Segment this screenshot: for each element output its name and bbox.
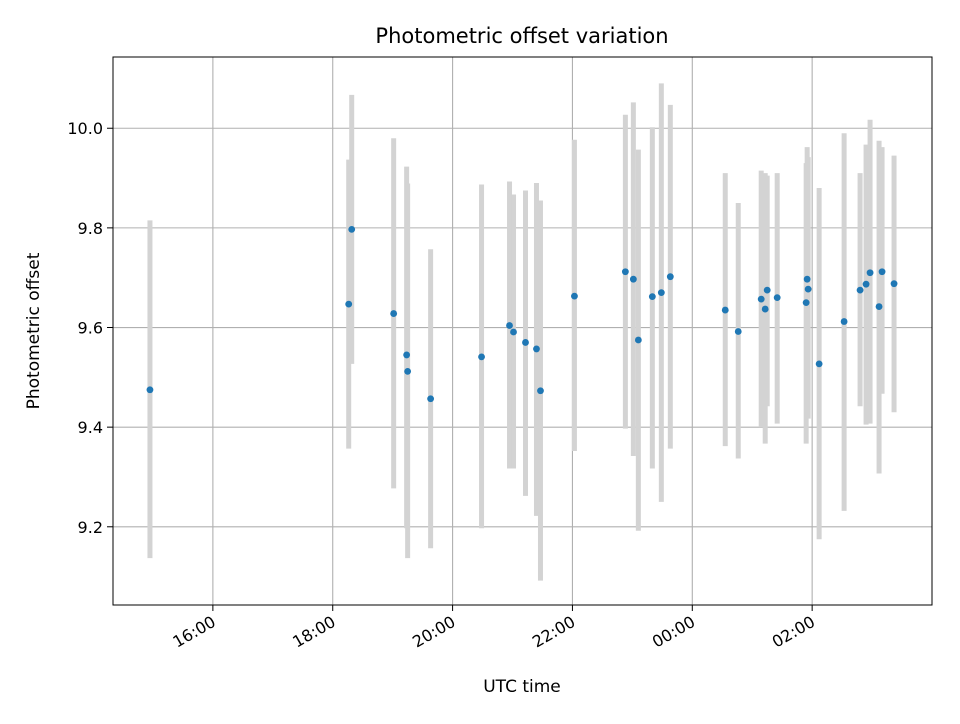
data-point [773, 294, 781, 302]
data-point [571, 292, 578, 300]
data-point [427, 395, 435, 403]
x-tick-label: 00:00 [649, 612, 698, 652]
data-point [763, 286, 771, 294]
y-tick-label: 9.6 [78, 319, 103, 338]
y-tick-label: 9.4 [78, 418, 103, 437]
error-bar-layer [147, 83, 897, 581]
data-point [390, 310, 398, 317]
data-point [345, 300, 353, 308]
data-point [803, 275, 811, 283]
data-point [506, 322, 513, 329]
data-point [657, 289, 665, 297]
data-point [862, 280, 870, 288]
data-point [804, 285, 812, 293]
data-point [761, 305, 769, 313]
data-point [878, 268, 886, 276]
data-point [621, 268, 629, 276]
x-tick-label: 16:00 [169, 612, 218, 652]
data-point [666, 273, 674, 281]
plot-area-frame [112, 56, 933, 606]
data-point [866, 269, 874, 277]
data-point [537, 387, 544, 395]
y-tick-label: 10.0 [67, 119, 103, 138]
tick-layer: 16:00 18:00 20:00 22:00 00:00 02:00 9.2 9.4 9.6 9… [67, 119, 818, 651]
data-point [629, 275, 637, 283]
y-tick-label: 9.2 [78, 518, 103, 537]
data-point [510, 328, 517, 336]
data-point [875, 303, 883, 310]
data-point [802, 299, 810, 307]
data-point [348, 225, 356, 233]
data-point [634, 336, 642, 344]
data-point [478, 353, 485, 361]
x-tick-label: 02:00 [769, 612, 818, 652]
data-point [734, 328, 742, 335]
x-tick-label: 22:00 [529, 612, 578, 652]
data-point [815, 360, 823, 368]
data-point [403, 351, 411, 359]
data-point [840, 318, 848, 325]
grid-layer [113, 57, 932, 605]
data-point [890, 280, 898, 288]
data-point [522, 339, 529, 346]
data-point [404, 367, 412, 375]
point-layer [146, 225, 898, 403]
y-axis-label: Photometric offset [24, 252, 44, 409]
data-point [856, 286, 864, 294]
x-tick-label: 18:00 [289, 612, 338, 652]
chart-title: Photometric offset variation [375, 24, 668, 48]
x-axis-label: UTC time [483, 677, 561, 697]
x-tick-label: 20:00 [409, 612, 458, 652]
data-point [533, 345, 540, 353]
data-point [757, 295, 765, 303]
data-point [648, 293, 656, 301]
y-tick-label: 9.8 [78, 219, 103, 238]
data-point [146, 386, 154, 394]
data-point [721, 306, 729, 314]
